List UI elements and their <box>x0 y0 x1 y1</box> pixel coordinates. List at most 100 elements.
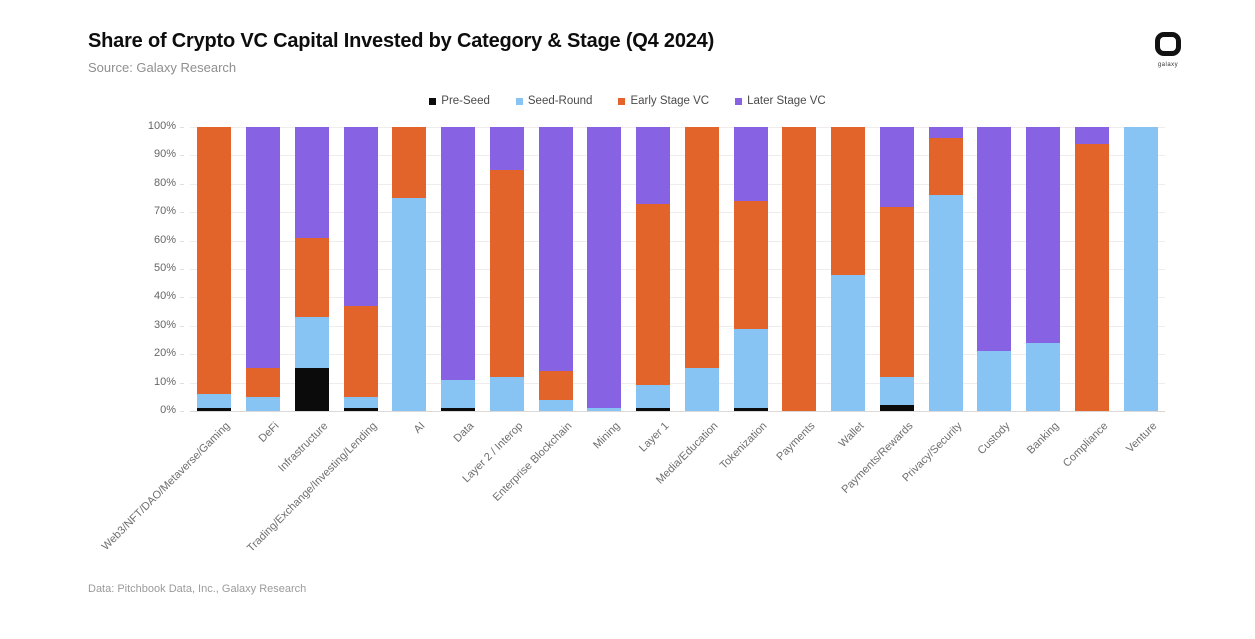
legend-item-later-stage-vc: Later Stage VC <box>735 95 826 107</box>
segment-seed-round <box>1026 342 1061 411</box>
segment-early-stage-vc <box>636 203 671 386</box>
gridline-30 <box>190 325 1165 327</box>
bar-wallet <box>831 127 866 411</box>
bar-slot <box>1068 127 1117 411</box>
bar-slot <box>629 127 678 411</box>
y-tick-mark <box>180 411 184 412</box>
segment-later-stage-vc <box>538 127 573 372</box>
y-tick-label: 70% <box>153 205 176 218</box>
bar-enterprise-blockchain <box>538 127 573 411</box>
source-caption: Source: Galaxy Research <box>88 60 237 75</box>
bar-privacy-security <box>928 127 963 411</box>
segment-seed-round <box>294 317 329 369</box>
segment-pre-seed <box>294 368 329 411</box>
bar-slot <box>531 127 580 411</box>
gridline-10 <box>190 382 1165 384</box>
legend-swatch-icon <box>735 97 743 105</box>
bar-slot <box>921 127 970 411</box>
bar-mining <box>587 127 622 411</box>
y-tick-label: 10% <box>153 375 176 388</box>
y-tick-mark <box>180 354 184 356</box>
legend-label: Seed-Round <box>527 95 593 107</box>
bar-slot <box>678 127 727 411</box>
segment-early-stage-vc <box>733 200 768 329</box>
segment-seed-round <box>538 399 573 411</box>
legend-item-pre-seed: Pre-Seed <box>429 95 490 107</box>
bar-slot <box>824 127 873 411</box>
segment-early-stage-vc <box>392 127 427 198</box>
y-tick-mark <box>180 183 184 185</box>
segment-early-stage-vc <box>928 138 963 196</box>
segment-early-stage-vc <box>538 371 573 400</box>
segment-seed-round <box>636 385 671 409</box>
gridline-70 <box>190 212 1165 214</box>
segment-early-stage-vc <box>782 127 817 411</box>
y-tick-label: 80% <box>153 176 176 189</box>
bar-slot <box>775 127 824 411</box>
y-tick-mark <box>180 325 184 327</box>
bar-slot <box>1116 127 1165 411</box>
galaxy-ring-icon <box>1155 32 1181 56</box>
y-tick-label: 90% <box>153 148 176 161</box>
segment-seed-round <box>392 198 427 411</box>
bar-media-education <box>684 127 719 411</box>
legend-label: Pre-Seed <box>441 95 490 107</box>
segment-early-stage-vc <box>879 206 914 377</box>
y-tick-label: 60% <box>153 233 176 246</box>
segment-later-stage-vc <box>441 127 476 380</box>
segment-seed-round <box>441 379 476 409</box>
y-tick-mark <box>180 297 184 299</box>
y-axis: 0% 10% 20% 30% 40% 50% 60% 70% 80% 90% 100% <box>136 120 184 416</box>
bar-slot <box>580 127 629 411</box>
bar-ai <box>392 127 427 411</box>
segment-early-stage-vc <box>246 368 281 397</box>
segment-later-stage-vc <box>879 127 914 207</box>
segment-seed-round <box>928 195 963 411</box>
segment-seed-round <box>977 351 1012 411</box>
bar-slot <box>434 127 483 411</box>
legend-swatch-icon <box>515 97 523 105</box>
segment-early-stage-vc <box>343 305 378 397</box>
bar-slot <box>336 127 385 411</box>
segment-later-stage-vc <box>343 127 378 306</box>
bar-data <box>441 127 476 411</box>
segment-seed-round <box>684 368 719 411</box>
segment-early-stage-vc <box>294 237 329 318</box>
gridline-60 <box>190 240 1165 242</box>
y-tick-label: 50% <box>153 262 176 274</box>
segment-later-stage-vc <box>636 127 671 204</box>
y-tick-mark <box>180 382 184 384</box>
bar-banking <box>1026 127 1061 411</box>
y-tick-label: 100% <box>147 120 176 132</box>
galaxy-logo-word: galaxy <box>1157 62 1179 68</box>
galaxy-logo: galaxy <box>1148 32 1188 68</box>
bar-trading-exchange-investing-lending <box>343 127 378 411</box>
segment-pre-seed <box>879 405 914 411</box>
gridline-20 <box>190 354 1165 356</box>
bar-custody <box>977 127 1012 411</box>
segment-seed-round <box>1123 127 1158 411</box>
bar-slot <box>288 127 337 411</box>
chart-legend: Pre-Seed Seed-Round Early Stage VC Later St… <box>0 95 1255 107</box>
gridline-90 <box>190 155 1165 157</box>
y-tick-label: 0% <box>160 404 176 416</box>
y-tick-mark <box>180 269 184 270</box>
plot-area <box>190 127 1165 412</box>
bar-slot <box>190 127 239 411</box>
gridline-100 <box>190 127 1165 128</box>
segment-pre-seed <box>343 408 378 411</box>
bar-slot <box>970 127 1019 411</box>
bar-infrastructure <box>294 127 329 411</box>
segment-seed-round <box>733 328 768 409</box>
bar-layer-2-interop <box>489 127 524 411</box>
bar-slot <box>239 127 288 411</box>
bar-slot <box>385 127 434 411</box>
segment-seed-round <box>489 376 524 411</box>
segment-seed-round <box>831 274 866 411</box>
y-tick-label: 40% <box>153 290 176 303</box>
bar-slot <box>873 127 922 411</box>
segment-pre-seed <box>441 408 476 411</box>
gridline-40 <box>190 297 1165 299</box>
x-axis: Web3/NFT/DAO/Metaverse/Gaming DeFi Infrast… <box>100 416 1165 596</box>
data-attribution: Data: Pitchbook Data, Inc., Galaxy Resea… <box>88 583 307 595</box>
